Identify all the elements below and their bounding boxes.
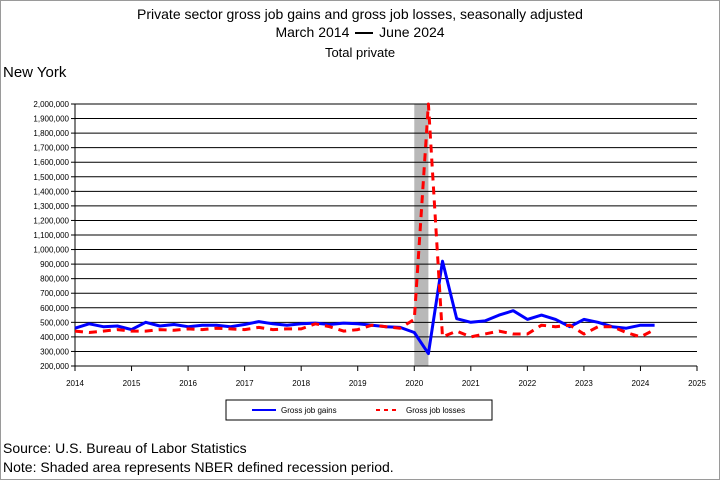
gross-job-gains-line [74, 259, 655, 356]
y-tick-label: 1,800,000 [33, 129, 69, 138]
y-tick-label: 900,000 [40, 260, 69, 269]
y-tick-label: 1,900,000 [33, 115, 69, 124]
x-tick-label: 2024 [632, 379, 650, 388]
chart-subtitle: Total private [324, 45, 396, 60]
y-tick-label: 1,500,000 [33, 173, 69, 182]
x-tick-label: 2023 [575, 379, 593, 388]
x-tick-label: 2025 [688, 379, 706, 388]
legend-label: Gross job losses [406, 406, 465, 415]
chart-period: March 2014 June 2024 [0, 23, 720, 41]
y-tick-label: 500,000 [40, 318, 69, 327]
gross-job-losses-line [74, 102, 656, 339]
y-tick-label: 1,000,000 [33, 246, 69, 255]
x-tick-label: 2020 [405, 379, 423, 388]
y-tick-label: 600,000 [40, 304, 69, 313]
note-text: Note: Shaded area represents NBER define… [3, 459, 394, 475]
x-tick-label: 2021 [462, 379, 480, 388]
x-tick-label: 2015 [123, 379, 141, 388]
x-tick-label: 2019 [349, 379, 367, 388]
y-tick-label: 1,400,000 [33, 187, 69, 196]
x-tick-label: 2017 [236, 379, 254, 388]
source-text: Source: U.S. Bureau of Labor Statistics [3, 440, 247, 456]
y-tick-label: 1,100,000 [33, 231, 69, 240]
legend-box [225, 399, 493, 421]
legend-label: Gross job gains [281, 406, 337, 415]
y-tick-label: 1,700,000 [33, 144, 69, 153]
y-tick-label: 200,000 [40, 362, 69, 371]
state-label: New York [3, 64, 67, 81]
y-tick-label: 300,000 [40, 347, 69, 356]
period-separator-dash [355, 32, 374, 35]
y-tick-label: 1,200,000 [33, 216, 69, 225]
y-tick-label: 700,000 [40, 289, 69, 298]
period-end: June 2024 [379, 24, 445, 40]
y-tick-label: 400,000 [40, 333, 69, 342]
y-tick-label: 800,000 [40, 275, 69, 284]
period-start: March 2014 [275, 24, 350, 40]
x-tick-label: 2022 [518, 379, 536, 388]
x-tick-label: 2016 [179, 379, 197, 388]
y-tick-label: 2,000,000 [33, 100, 69, 109]
y-tick-label: 1,600,000 [33, 158, 69, 167]
x-tick-label: 2018 [292, 379, 310, 388]
chart-title: Private sector gross job gains and gross… [137, 6, 583, 22]
y-tick-label: 1,300,000 [33, 202, 69, 211]
x-tick-label: 2014 [66, 379, 84, 388]
